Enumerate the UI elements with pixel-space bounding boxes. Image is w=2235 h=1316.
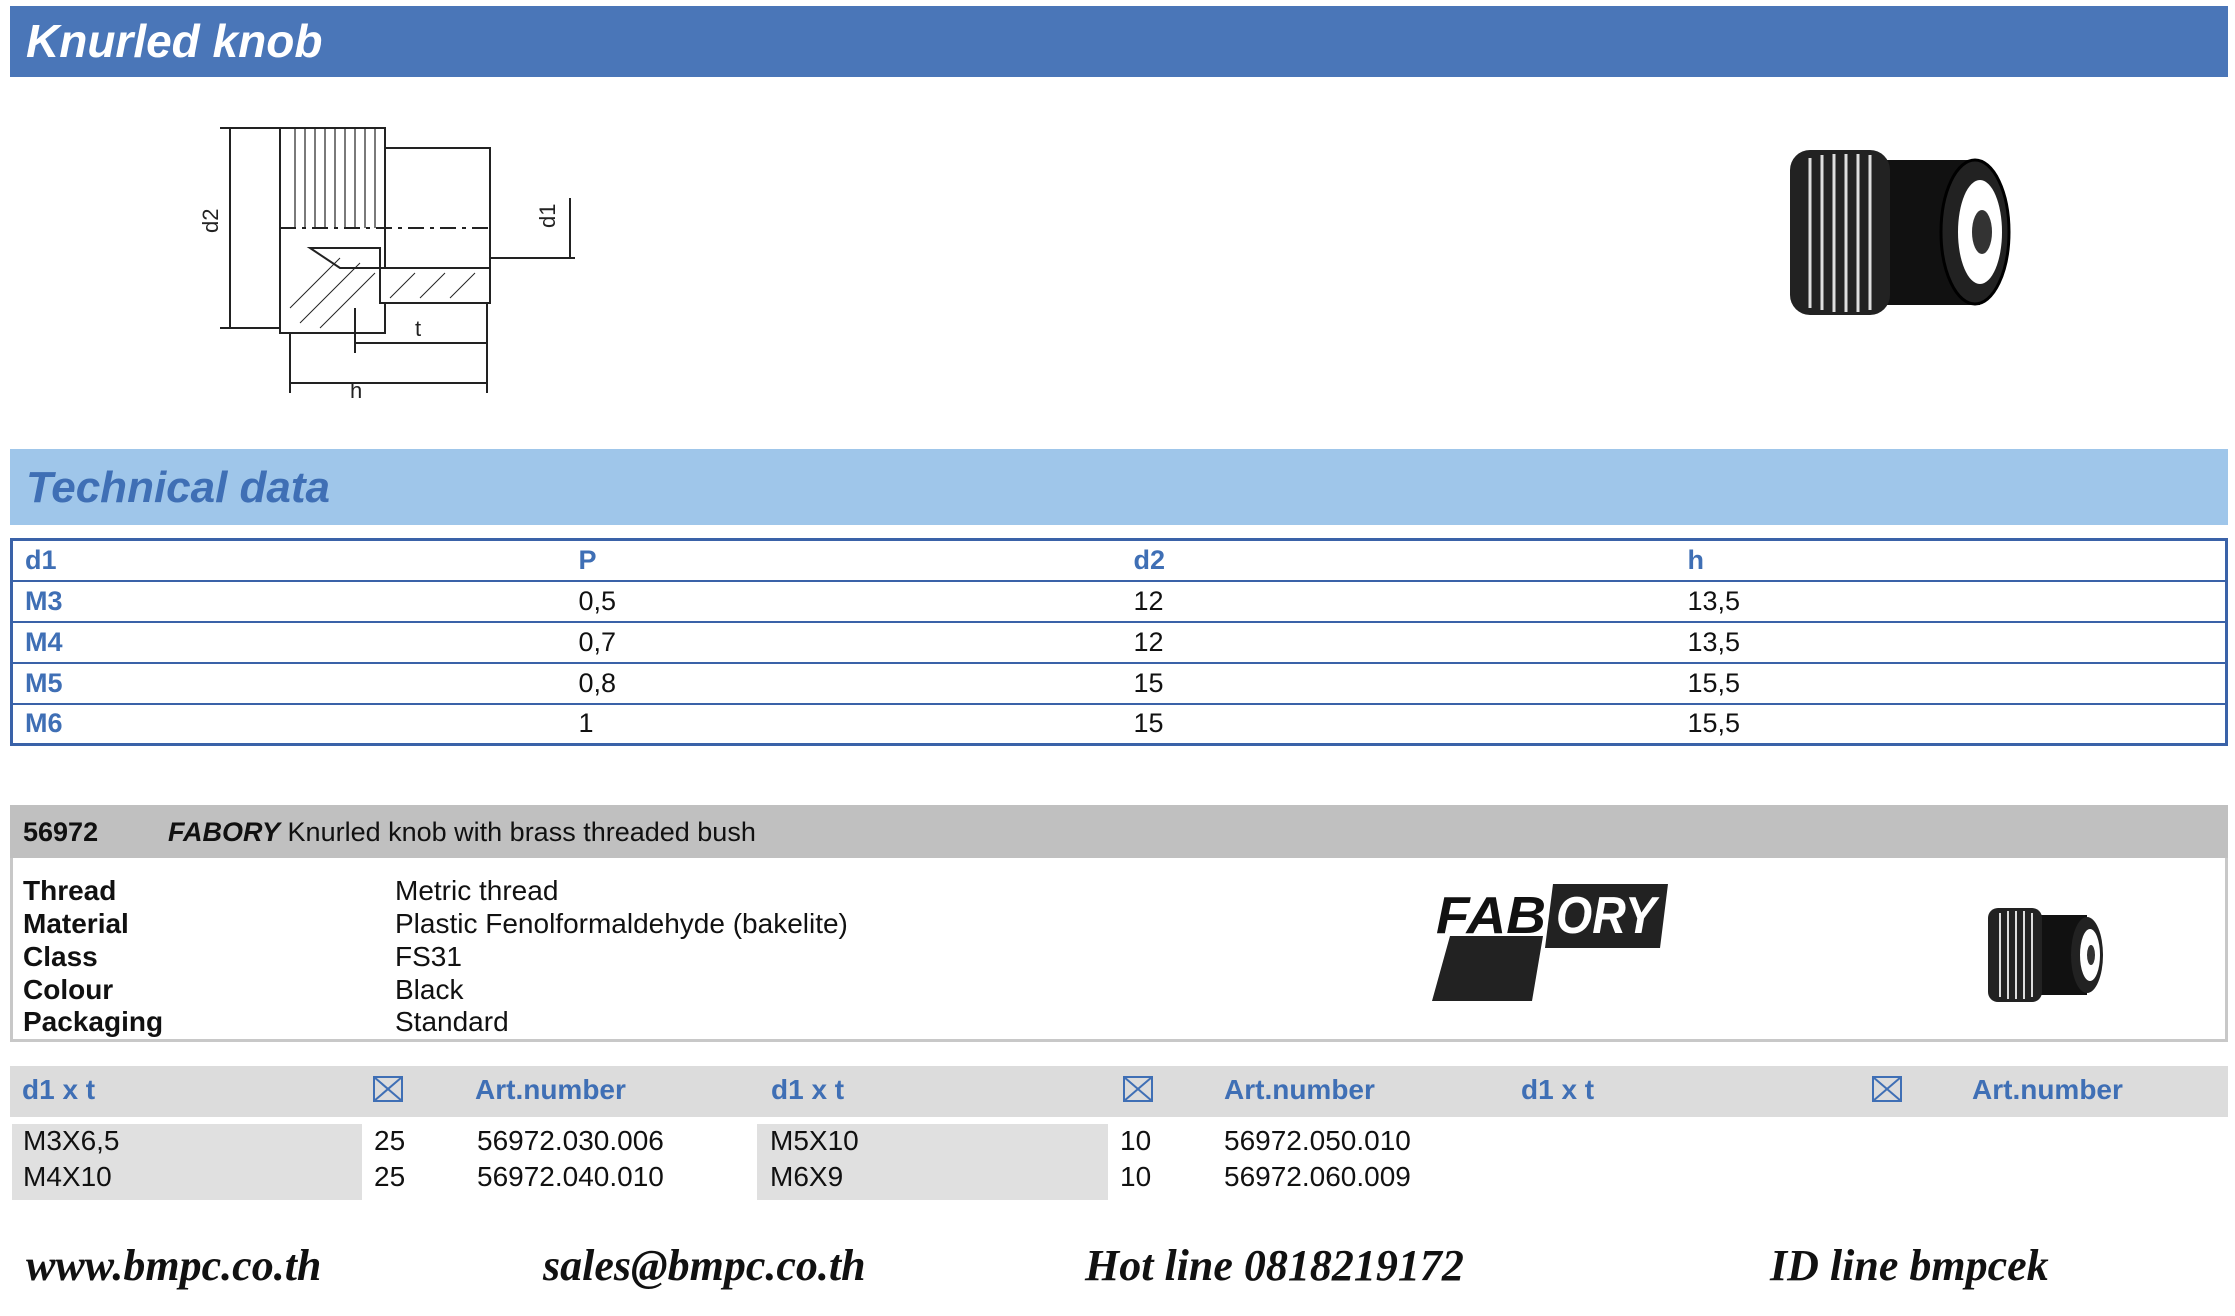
order-table-header xyxy=(10,1066,2228,1117)
cell: 15,5 xyxy=(1675,662,2227,705)
order-size: M5X10 xyxy=(770,1125,859,1156)
cell: 15 xyxy=(1121,662,1676,705)
cell: 12 xyxy=(1121,621,1676,664)
column-header: P xyxy=(566,539,1122,582)
technical-drawing: h t d2 d1 xyxy=(200,127,575,403)
property-label: Packaging xyxy=(23,1006,164,1037)
technical-data-header: Technical data xyxy=(10,449,2228,525)
svg-text:FAB: FAB xyxy=(1436,887,1546,945)
cell: 13,5 xyxy=(1675,580,2227,623)
dim-d2-label: d2 xyxy=(200,209,223,233)
order-qty: 10 xyxy=(1120,1125,1152,1156)
page-title: Knurled knob xyxy=(26,15,323,67)
envelope-icon xyxy=(1123,1076,1153,1102)
dim-d1-label: d1 xyxy=(535,204,560,228)
footer-email[interactable]: sales@bmpc.co.th xyxy=(543,1241,866,1290)
cell: M6 xyxy=(25,708,63,739)
property-value: Black xyxy=(395,974,464,1005)
cell: M4 xyxy=(11,621,567,664)
cell: 1 xyxy=(578,708,594,739)
order-size: M6X9 xyxy=(770,1161,844,1192)
property-value: Standard xyxy=(395,1006,509,1037)
table-row: M4 0,7 12 13,5 xyxy=(11,621,2227,664)
property-label: Material xyxy=(23,908,129,939)
cell: M5 xyxy=(11,662,567,705)
dim-t-label: t xyxy=(415,316,421,341)
order-size: M4X10 xyxy=(23,1161,112,1192)
order-art-number[interactable]: 56972.040.010 xyxy=(477,1161,664,1192)
footer-line-id: ID line bmpcek xyxy=(1770,1241,2049,1290)
column-header: d1 xyxy=(11,539,567,582)
size-cell-background xyxy=(757,1124,1108,1200)
property-label: Colour xyxy=(23,974,114,1005)
product-photo xyxy=(1790,150,2011,315)
cell: 0,7 xyxy=(566,621,1122,664)
order-size: M3X6,5 xyxy=(23,1125,120,1156)
cell: M3 xyxy=(11,580,567,623)
order-art-number[interactable]: 56972.060.009 xyxy=(1224,1161,1411,1192)
cell: 0,8 xyxy=(566,662,1122,705)
column-header-size: d1 x t xyxy=(1521,1074,1595,1105)
order-qty: 25 xyxy=(374,1125,406,1156)
property-value: Metric thread xyxy=(395,875,559,906)
property-value: FS31 xyxy=(395,941,462,972)
table-row: M5 0,8 15 15,5 xyxy=(11,662,2227,705)
svg-text:ORY: ORY xyxy=(1556,887,1660,945)
fabory-logo: FAB ORY xyxy=(1432,884,1668,1001)
title-bar: Knurled knob xyxy=(10,6,2228,77)
property-value: Plastic Fenolformaldehyde (bakelite) xyxy=(395,908,848,939)
order-art-number[interactable]: 56972.030.006 xyxy=(477,1125,664,1156)
dim-h-label: h xyxy=(350,378,362,403)
product-brand: FABORY xyxy=(168,817,281,847)
column-header-size: d1 x t xyxy=(22,1074,96,1105)
size-cell-background xyxy=(12,1124,362,1200)
column-header-art: Art.number xyxy=(475,1074,626,1105)
property-label: Thread xyxy=(23,875,117,906)
column-header-size: d1 x t xyxy=(771,1074,845,1105)
product-header: 56972 FABORY Knurled knob with brass thr… xyxy=(10,805,2228,858)
cell: 15 xyxy=(1133,708,1164,739)
table-row: M3 0,5 12 13,5 xyxy=(11,580,2227,623)
product-name: Knurled knob with brass threaded bush xyxy=(287,817,756,847)
column-header: d2 xyxy=(1121,539,1676,582)
table-header-row: d1 P d2 h xyxy=(11,539,2227,582)
order-art-number[interactable]: 56972.050.010 xyxy=(1224,1125,1411,1156)
property-label: Class xyxy=(23,941,98,972)
cell: 0,5 xyxy=(566,580,1122,623)
order-qty: 10 xyxy=(1120,1161,1152,1192)
product-properties xyxy=(10,858,2228,1042)
table-row: M6 1 15 15,5 xyxy=(12,704,2227,745)
product-description: FABORY Knurled knob with brass threaded … xyxy=(168,817,756,848)
product-code: 56972 xyxy=(23,817,99,847)
technical-data-table: d1 P d2 h M3 0,5 12 13,5 M4 0,7 12 13,5 M5 0,8 1… xyxy=(10,538,2228,746)
product-thumbnail xyxy=(1988,908,2103,1002)
cell: 15,5 xyxy=(1687,708,1741,739)
envelope-icon xyxy=(1872,1076,1902,1102)
order-qty: 25 xyxy=(374,1161,406,1192)
footer-hotline: Hot line 0818219172 xyxy=(1085,1241,1464,1290)
technical-data-title: Technical data xyxy=(26,463,331,512)
column-header-art: Art.number xyxy=(1972,1074,2123,1105)
cell: 12 xyxy=(1121,580,1676,623)
cell: 13,5 xyxy=(1675,621,2227,664)
envelope-icon xyxy=(373,1076,403,1102)
column-header-art: Art.number xyxy=(1224,1074,1375,1105)
column-header: h xyxy=(1675,539,2227,582)
footer-website[interactable]: www.bmpc.co.th xyxy=(26,1241,322,1290)
